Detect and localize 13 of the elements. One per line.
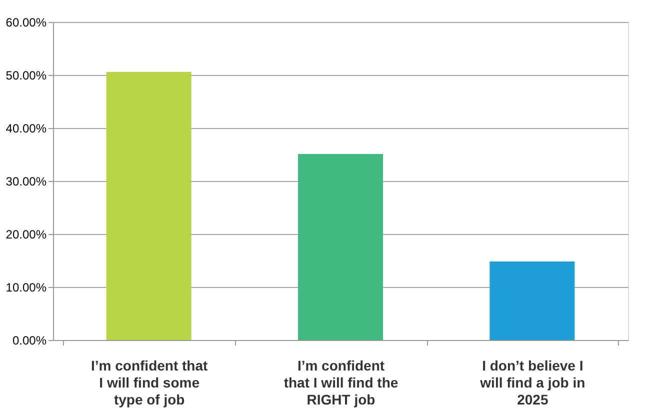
x-tick-label: I don’t believe I will find a job in 2025 [479,358,586,408]
bar [490,262,575,340]
y-tick-label: 30.00% [6,174,47,188]
y-tick-label: 40.00% [6,122,47,136]
y-tick-label: 10.00% [6,280,47,294]
bar [298,154,383,340]
x-tick-label: I’m confident that I will find the RIGHT job [284,358,398,408]
y-tick-label: 20.00% [6,228,47,242]
y-tick-label: 60.00% [6,16,47,30]
y-tick-label: 0.00% [12,334,47,348]
x-tick-label: I’m confident that I will find some type of job [90,358,208,408]
bar [106,72,192,340]
y-tick-label: 50.00% [6,68,47,82]
